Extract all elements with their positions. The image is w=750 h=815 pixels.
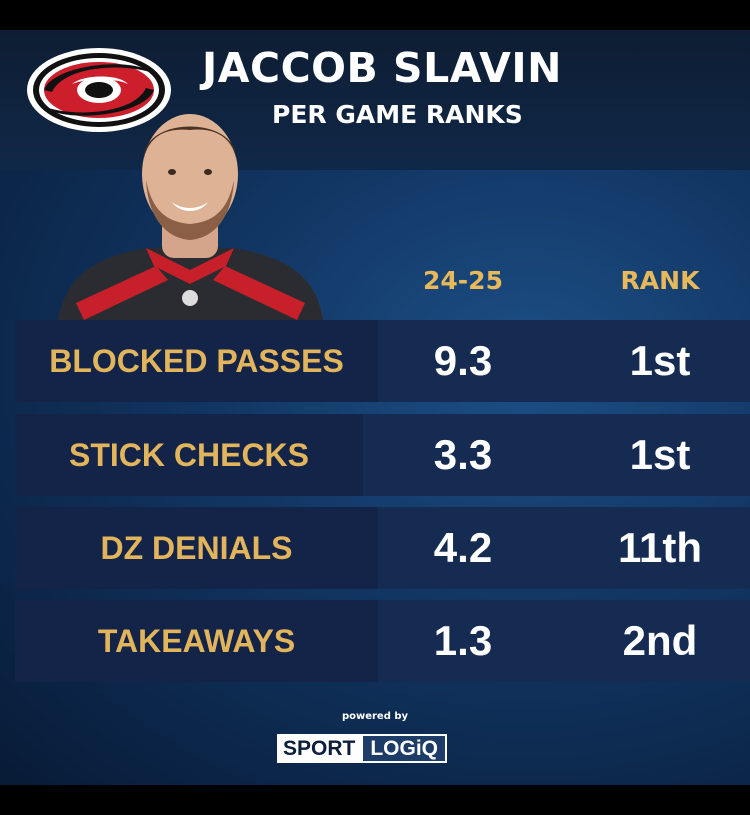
brand-part-sport: SPORT — [277, 734, 362, 763]
row-rank: 1st — [629, 337, 691, 384]
brand-part-logiq: LOGiQ — [361, 734, 448, 763]
row-label: STICK CHECKS — [15, 414, 363, 496]
player-name: JACCOB SLAVIN — [202, 44, 562, 92]
player-headshot — [58, 114, 323, 320]
stats-card: JACCOB SLAVIN PER GAME RANKS 24-25 RANK … — [0, 30, 750, 785]
powered-by-text: powered by — [341, 711, 409, 722]
row-rank: 1st — [629, 431, 691, 478]
row-value: 1.3 — [433, 617, 493, 664]
sportlogiq-logo: SPORT LOGiQ — [277, 734, 448, 763]
row-label: DZ DENIALS — [15, 507, 378, 589]
row-label: BLOCKED PASSES — [15, 320, 378, 402]
table-row: STICK CHECKS 3.3 1st — [15, 414, 750, 496]
row-rank: 2nd — [622, 617, 698, 664]
column-header-season: 24-25 — [423, 266, 503, 295]
page-subtitle: PER GAME RANKS — [272, 100, 523, 129]
column-header-rank: RANK — [620, 266, 700, 295]
hurricanes-logo-icon — [27, 48, 171, 132]
table-row: DZ DENIALS 4.2 11th — [15, 507, 750, 589]
table-row: TAKEAWAYS 1.3 2nd — [15, 600, 750, 682]
row-label: TAKEAWAYS — [15, 600, 378, 682]
row-rank: 11th — [617, 524, 703, 571]
table-row: BLOCKED PASSES 9.3 1st — [15, 320, 750, 402]
row-value: 3.3 — [433, 431, 493, 478]
row-value: 4.2 — [433, 524, 493, 571]
row-value: 9.3 — [433, 337, 493, 384]
